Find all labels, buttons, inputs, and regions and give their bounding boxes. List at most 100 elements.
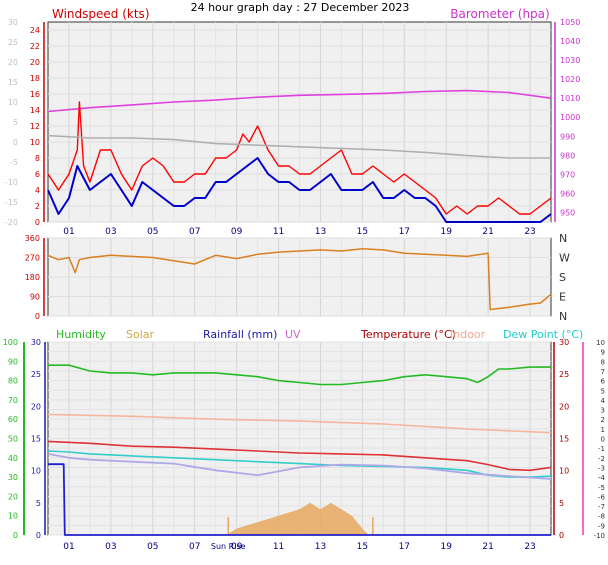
humidity-tick-label: 60 <box>8 415 18 424</box>
temp-humidity-panel: 1009080706050403020100302520151050302520… <box>3 328 606 552</box>
x-tick-label: 11 <box>273 227 284 237</box>
left-tick-label: 8 <box>35 154 40 163</box>
wind-baro-series <box>47 89 552 223</box>
right-tick-label: 980 <box>560 151 575 160</box>
far-temp-tick-label: 5 <box>601 387 605 395</box>
x-tick-label: 17 <box>399 227 410 237</box>
far-temp-tick-label: -9 <box>598 522 605 530</box>
series-gust <box>47 101 552 215</box>
wind-baro-panel: 242220181614121086420302520151050-5-10-1… <box>5 7 580 237</box>
far-temp-tick-label: 4 <box>601 397 606 405</box>
x-tick-label: 05 <box>147 542 158 552</box>
series-rain <box>48 463 551 536</box>
far-temp-tick-label: 2 <box>601 416 605 424</box>
x-tick-label: 17 <box>399 542 410 552</box>
series-grey <box>47 134 551 159</box>
right-tick-label: 970 <box>560 170 575 179</box>
heading-label: Rainfall (mm) <box>203 328 277 341</box>
right-tick-label: 990 <box>560 132 575 141</box>
wind-baro-axes: 242220181614121086420302520151050-5-10-1… <box>5 18 580 237</box>
left-tick-label: 0 <box>35 312 40 321</box>
humidity-tick-label: 100 <box>3 338 18 347</box>
faint-tick-label: 25 <box>8 38 18 47</box>
humidity-tick-label: 50 <box>8 435 18 444</box>
humidity-tick-label: 40 <box>8 454 18 463</box>
left-tick-label: 180 <box>25 273 40 282</box>
x-tick-label: 19 <box>440 542 452 552</box>
temp-tick-label: 25 <box>559 370 569 379</box>
left-tick-label: 2 <box>35 202 40 211</box>
x-tick-label: 15 <box>357 542 368 552</box>
x-tick-label: 21 <box>482 542 493 552</box>
x-tick-label: 05 <box>147 227 158 237</box>
heading-label: Solar <box>126 328 155 341</box>
wind-direction-grid <box>48 237 551 317</box>
faint-tick-label: 10 <box>8 98 18 107</box>
far-temp-tick-label: 9 <box>601 349 605 357</box>
faint-tick-label: 15 <box>8 78 18 87</box>
x-tick-label: 01 <box>63 542 74 552</box>
x-tick-label: 03 <box>105 542 116 552</box>
sun-rise-label: Sun Rise <box>211 542 246 551</box>
series-baro <box>47 89 552 113</box>
far-temp-tick-label: -3 <box>598 464 605 472</box>
x-tick-label: 07 <box>189 542 200 552</box>
far-temp-tick-label: 1 <box>601 426 605 434</box>
humidity-tick-label: 70 <box>8 396 18 405</box>
far-temp-tick-label: -8 <box>598 513 605 521</box>
left-tick-label: 22 <box>30 42 40 51</box>
temp-tick-label: 30 <box>559 338 569 347</box>
temp-tick-label: 5 <box>559 499 564 508</box>
compass-label: W <box>559 252 570 265</box>
humidity-tick-label: 0 <box>13 531 18 540</box>
temp-humidity-grid <box>48 341 551 536</box>
right-tick-label: 960 <box>560 189 575 198</box>
rain-tick-label: 30 <box>31 338 41 347</box>
far-temp-tick-label: 10 <box>596 339 605 347</box>
temp-humidity-axes: 1009080706050403020100302520151050302520… <box>3 338 606 552</box>
far-temp-tick-label: -7 <box>598 503 605 511</box>
far-temp-tick-label: -6 <box>598 493 606 501</box>
compass-label: S <box>559 271 566 284</box>
faint-tick-label: -5 <box>10 158 18 167</box>
right-tick-label: 1000 <box>560 113 580 122</box>
series-lilac <box>47 453 552 480</box>
humidity-tick-label: 30 <box>8 473 18 482</box>
humidity-tick-label: 80 <box>8 377 18 386</box>
x-tick-label: 13 <box>315 542 326 552</box>
left-tick-label: 14 <box>30 106 40 115</box>
heading-label: Humidity <box>56 328 106 341</box>
far-temp-tick-label: -10 <box>594 532 605 540</box>
rain-tick-label: 0 <box>36 531 41 540</box>
rain-tick-label: 5 <box>36 499 41 508</box>
temp-tick-label: 10 <box>559 467 569 476</box>
compass-label: N <box>559 310 567 323</box>
right-tick-label: 1040 <box>560 37 580 46</box>
x-tick-label: 13 <box>315 227 326 237</box>
temp-humidity-headings: Humidity Solar Rainfall (mm) UV Temperature … <box>56 328 583 341</box>
faint-tick-label: -15 <box>5 198 18 207</box>
far-temp-tick-label: -1 <box>598 445 605 453</box>
faint-tick-label: -20 <box>5 218 18 227</box>
humidity-tick-label: 90 <box>8 357 18 366</box>
temp-tick-label: 15 <box>559 435 569 444</box>
x-tick-label: 09 <box>231 227 243 237</box>
x-tick-label: 09 <box>231 542 243 552</box>
chart-title: 24 hour graph day : 27 December 2023 <box>191 1 410 14</box>
far-temp-tick-label: 0 <box>601 436 605 444</box>
series-solar <box>226 502 369 535</box>
faint-tick-label: 5 <box>13 118 18 127</box>
x-tick-label: 11 <box>273 542 284 552</box>
faint-tick-label: 30 <box>8 18 18 27</box>
series-indoor <box>47 413 552 434</box>
rain-tick-label: 15 <box>31 435 41 444</box>
series-humidity <box>48 364 551 386</box>
left-tick-label: 360 <box>25 234 40 243</box>
temp-tick-label: 20 <box>559 402 569 411</box>
compass-label: E <box>559 291 566 304</box>
rain-tick-label: 25 <box>31 370 41 379</box>
right-tick-label: 1050 <box>560 18 580 27</box>
left-tick-label: 10 <box>30 138 40 147</box>
